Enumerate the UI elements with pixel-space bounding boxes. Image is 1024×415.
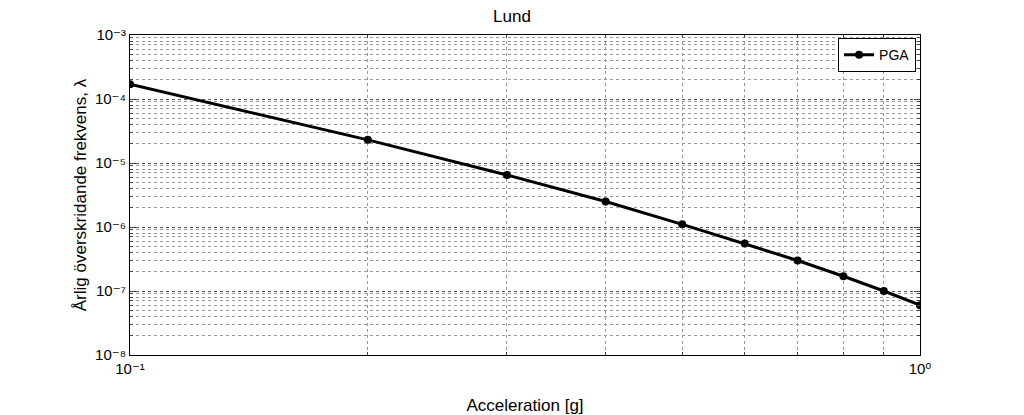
svg-text:PGA: PGA [879,47,909,63]
svg-text:10⁻⁷: 10⁻⁷ [96,282,126,299]
svg-text:10⁻¹: 10⁻¹ [115,360,145,377]
svg-text:Acceleration [g]: Acceleration [g] [466,396,583,415]
svg-text:10⁻⁴: 10⁻⁴ [95,90,126,107]
svg-text:Årlig överskridande frekvens,: Årlig överskridande frekvens, λ [71,78,90,311]
svg-text:10⁰: 10⁰ [909,360,932,377]
svg-text:10⁻⁶: 10⁻⁶ [95,218,126,235]
svg-text:Lund: Lund [493,7,531,26]
svg-text:10⁻⁸: 10⁻⁸ [95,346,126,363]
svg-text:10⁻⁵: 10⁻⁵ [95,154,126,171]
svg-text:10⁻³: 10⁻³ [96,26,126,43]
